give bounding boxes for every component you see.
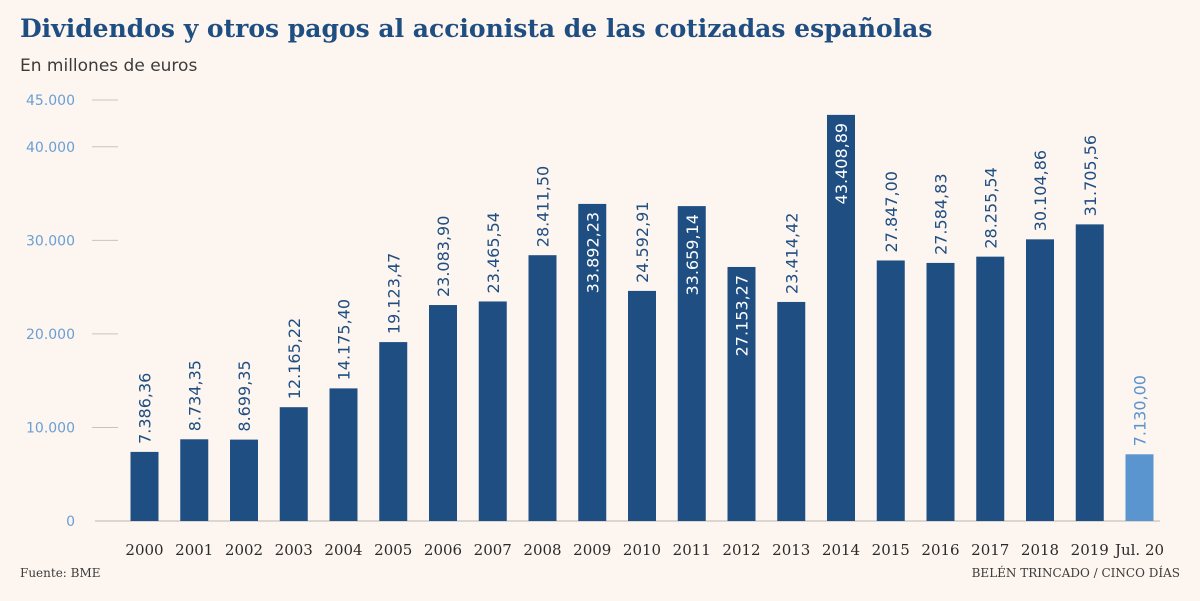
value-label: 14.175,40 [335, 299, 354, 380]
bar-2010 [628, 290, 656, 521]
value-label: 27.153,27 [733, 275, 752, 356]
x-tick-label: 2002 [225, 541, 263, 559]
y-tick-label: 40.000 [26, 140, 75, 156]
chart-subtitle: En millones de euros [20, 56, 198, 76]
x-tick-label: 2000 [125, 541, 163, 559]
y-tick-label: 30.000 [26, 233, 75, 249]
value-label: 7.130,00 [1131, 375, 1150, 446]
value-label: 23.414,42 [782, 213, 801, 294]
x-tick-label: 2006 [424, 541, 462, 559]
bar-2014 [827, 114, 855, 522]
x-tick-label: 2012 [722, 541, 760, 559]
x-tick-label: 2017 [971, 541, 1009, 559]
x-tick-label: 2015 [872, 541, 910, 559]
credit-note: BELÉN TRINCADO / CINCO DÍAS [971, 566, 1180, 580]
x-tick-label: 2010 [623, 541, 661, 559]
y-tick-label: 20.000 [26, 327, 75, 343]
x-tick-label: 2008 [523, 541, 561, 559]
x-tick-label: 2013 [772, 541, 810, 559]
x-tick-label: 2016 [921, 541, 959, 559]
value-labels: 7.386,36 8.734,35 8.699,35 12.165,22 14.175,… [136, 123, 1150, 446]
bar-2015 [876, 260, 905, 521]
x-tick-label: 2005 [374, 541, 412, 559]
x-tick-label: 2001 [175, 541, 213, 559]
value-label: 27.847,00 [882, 171, 901, 252]
value-label: 33.892,23 [583, 212, 602, 293]
bar-2003 [279, 407, 308, 521]
value-label: 23.083,90 [434, 216, 453, 297]
bar-2013 [777, 301, 806, 521]
bar-2016 [926, 262, 955, 521]
x-axis-tick-labels: 2000 2001 2002 2003 2004 2005 2006 2007 2008 2009… [125, 541, 1164, 559]
bar-2009 [578, 203, 607, 521]
value-label: 27.584,83 [932, 173, 951, 254]
x-tick-label: 2018 [1021, 541, 1059, 559]
x-tick-label: 2007 [474, 541, 512, 559]
value-label: 12.165,22 [285, 318, 304, 399]
x-tick-label: 2004 [324, 541, 362, 559]
y-tick-label: 10.000 [26, 420, 75, 436]
bars [130, 114, 1154, 522]
bar-2019 [1075, 224, 1104, 521]
value-label: 31.705,56 [1081, 135, 1100, 216]
bar-jul-20 [1125, 454, 1154, 521]
chart-title: Dividendos y otros pagos al accionista d… [20, 14, 933, 43]
y-tick-label: 0 [66, 514, 75, 530]
bar-2004 [329, 388, 358, 521]
x-tick-label: 2009 [573, 541, 611, 559]
x-tick-label: 2011 [673, 541, 711, 559]
x-tick-label: 2014 [822, 541, 860, 559]
value-label: 33.659,14 [683, 214, 702, 295]
value-label: 24.592,91 [633, 201, 652, 282]
x-tick-label: 2019 [1071, 541, 1109, 559]
y-axis-tick-labels: 0 10.000 20.000 30.000 40.000 45.000 [26, 93, 75, 530]
bar-2001 [180, 439, 209, 521]
value-label: 8.699,35 [235, 360, 254, 431]
value-label: 30.104,86 [1031, 150, 1050, 231]
value-label: 28.255,54 [981, 167, 1000, 248]
source-note: Fuente: BME [20, 566, 101, 580]
bar-2017 [976, 256, 1005, 521]
value-label: 8.734,35 [185, 360, 204, 431]
value-label: 28.411,50 [534, 166, 553, 247]
bar-2008 [528, 255, 557, 521]
bar-2018 [1026, 239, 1054, 522]
y-tick-label: 45.000 [26, 93, 75, 109]
value-label: 43.408,89 [832, 123, 851, 204]
bar-2002 [230, 439, 258, 521]
x-tick-label: 2003 [275, 541, 313, 559]
bar-2006 [429, 305, 457, 521]
x-tick-label: Jul. 20 [1113, 541, 1164, 559]
bar-2011 [677, 206, 706, 522]
bar-2000 [130, 451, 159, 521]
bar-2007 [478, 301, 507, 521]
value-label: 19.123,47 [384, 253, 403, 334]
value-label: 23.465,54 [484, 212, 503, 293]
value-label: 7.386,36 [136, 373, 155, 444]
bar-2005 [379, 342, 408, 521]
bar-2012 [727, 266, 756, 521]
